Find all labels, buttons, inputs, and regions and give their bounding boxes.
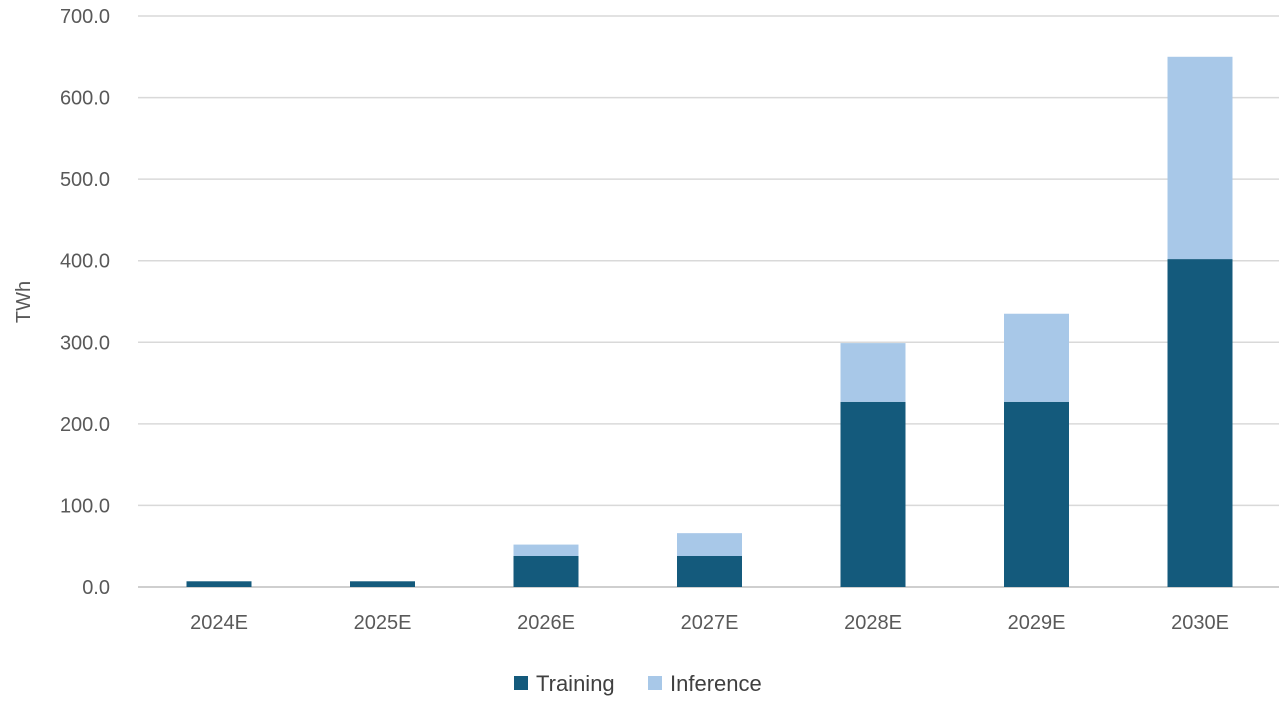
- y-axis-tick-labels: 0.0 100.0 200.0 300.0 400.0 500.0 600.0 700.0: [60, 6, 110, 599]
- x-tick-label: 2030E: [1171, 612, 1229, 634]
- bar-training-2027e: [677, 556, 742, 587]
- bar-inference-2028e: [840, 343, 906, 402]
- bar-training-2028e: [840, 401, 906, 587]
- legend-label-inference: Inference: [670, 671, 762, 696]
- y-tick-label: 100.0: [60, 495, 110, 517]
- bar-training-2029e: [1004, 401, 1069, 587]
- y-tick-label: 0.0: [82, 577, 110, 599]
- legend-label-training: Training: [536, 671, 615, 696]
- y-tick-label: 500.0: [60, 169, 110, 191]
- y-tick-label: 700.0: [60, 6, 110, 28]
- x-axis-tick-labels: 2024E 2025E 2026E 2027E 2028E 2029E 2030E: [190, 612, 1229, 634]
- x-tick-label: 2029E: [1008, 612, 1066, 634]
- bar-training-2024e: [186, 581, 252, 587]
- y-axis-title: TWh: [13, 281, 35, 323]
- bar-training-2025e: [350, 581, 415, 587]
- legend: Training Inference: [514, 671, 762, 696]
- x-tick-label: 2024E: [190, 612, 248, 634]
- bars: [186, 56, 1233, 587]
- bar-inference-2029e: [1004, 313, 1069, 402]
- x-tick-label: 2026E: [517, 612, 575, 634]
- gridlines: [138, 15, 1279, 588]
- x-tick-label: 2027E: [681, 612, 739, 634]
- bar-training-2030e: [1167, 259, 1233, 587]
- y-tick-label: 600.0: [60, 88, 110, 110]
- bar-inference-2026e: [513, 544, 579, 557]
- legend-swatch-inference: [648, 676, 662, 690]
- y-tick-label: 200.0: [60, 414, 110, 436]
- legend-swatch-training: [514, 676, 528, 690]
- x-tick-label: 2025E: [354, 612, 412, 634]
- y-tick-label: 400.0: [60, 251, 110, 273]
- bar-inference-2030e: [1167, 56, 1233, 260]
- bar-training-2026e: [513, 556, 579, 587]
- bar-inference-2027e: [677, 533, 742, 557]
- x-tick-label: 2028E: [844, 612, 902, 634]
- y-tick-label: 300.0: [60, 332, 110, 354]
